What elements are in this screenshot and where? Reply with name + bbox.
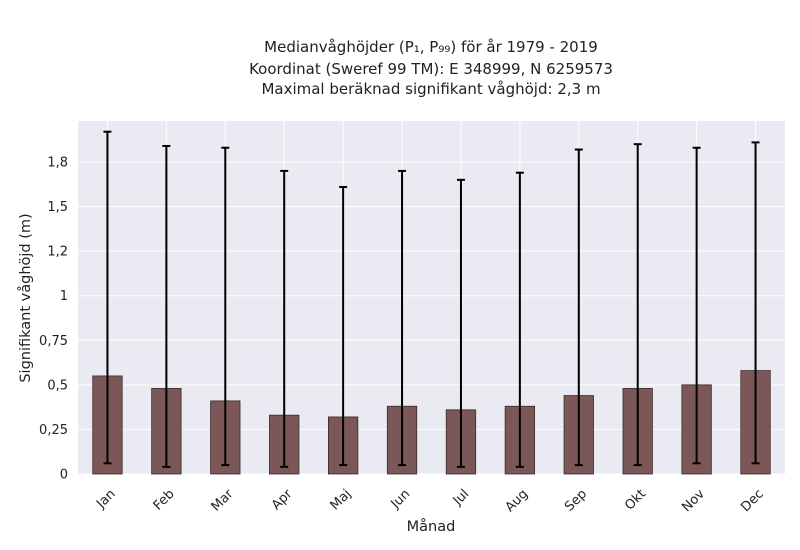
title-line-3: Maximal beräknad signifikant våghöjd: 2,…	[261, 80, 600, 98]
x-tick-label: Jan	[93, 487, 118, 512]
error-bar-okt	[633, 143, 642, 467]
y-tick-label: 1,8	[47, 156, 68, 171]
x-tick-label: Dec	[738, 487, 766, 515]
x-tick-label: Nov	[679, 486, 708, 515]
x-tick-label: Okt	[622, 487, 649, 514]
error-bar-jan	[103, 130, 112, 465]
error-bar-jul	[456, 178, 465, 468]
x-tick-label: Jun	[388, 487, 414, 513]
x-tick-label: Feb	[151, 487, 178, 514]
error-bar-nov	[692, 146, 701, 465]
error-bar-dec	[751, 141, 760, 465]
error-bar-feb	[162, 144, 171, 468]
title-line-1: Medianvåghöjder (P₁, P₉₉) för år 1979 - …	[264, 38, 598, 56]
y-axis-label: Signifikant våghöjd (m)	[17, 213, 34, 382]
error-bar-mar	[221, 146, 230, 467]
error-bars	[103, 130, 760, 468]
x-axis-label: Månad	[407, 518, 456, 535]
y-tick-label: 0	[60, 468, 68, 483]
error-bar-jun	[398, 169, 407, 467]
y-tick-label: 0,25	[39, 423, 68, 438]
y-tick-label: 1,2	[47, 245, 68, 260]
error-bar-apr	[280, 169, 289, 468]
x-tick-label: Jul	[450, 487, 472, 509]
y-tick-label: 0,5	[47, 378, 68, 393]
plot-area	[78, 121, 785, 474]
y-tick-label: 1	[60, 289, 68, 304]
y-tick-label: 0,75	[39, 334, 68, 349]
y-tick-label: 1,5	[47, 200, 68, 215]
title-line-2: Koordinat (Sweref 99 TM): E 348999, N 62…	[249, 60, 613, 78]
x-tick-label: Aug	[503, 487, 532, 516]
x-tick-label: Apr	[269, 486, 296, 513]
chart-title: Medianvåghöjder (P₁, P₉₉) för år 1979 - …	[249, 38, 613, 98]
x-tick-label: Maj	[328, 487, 355, 514]
x-tick-label: Mar	[209, 486, 237, 514]
error-bar-sep	[574, 148, 583, 467]
error-bar-aug	[515, 171, 524, 468]
x-tick-labels: Jan Feb Mar Apr Maj Jun Jul Aug Sep Okt Nov Dec	[93, 486, 767, 515]
x-tick-label: Sep	[562, 487, 590, 515]
error-bar-maj	[339, 185, 348, 467]
y-tick-labels: 0 0,25 0,5 0,75 1 1,2 1,5 1,8	[39, 156, 68, 483]
